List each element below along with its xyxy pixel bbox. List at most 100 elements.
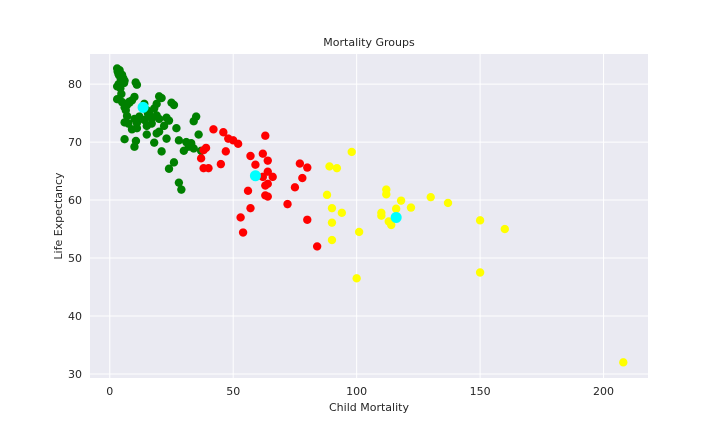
- plot-area: [90, 54, 648, 378]
- data-point-group-2: [219, 128, 228, 137]
- data-point-group-1: [177, 185, 186, 194]
- data-point-group-1: [125, 97, 134, 106]
- data-point-group-2: [209, 125, 218, 134]
- data-point-group-2: [246, 203, 255, 213]
- data-point-group-1: [189, 117, 198, 126]
- data-point-group-1: [142, 130, 151, 139]
- data-point-group-3: [377, 208, 386, 218]
- data-point-group-3: [382, 190, 391, 199]
- data-point-group-3: [619, 358, 628, 367]
- data-point-group-1: [164, 164, 174, 173]
- data-point-group-3: [327, 218, 337, 227]
- data-point-group-2: [221, 147, 230, 156]
- data-point-group-1: [172, 123, 181, 133]
- data-point-group-2: [263, 192, 272, 201]
- data-point-group-2: [236, 213, 245, 222]
- data-point-group-1: [169, 100, 179, 110]
- data-point-group-1: [154, 127, 164, 136]
- data-point-group-2: [263, 179, 272, 189]
- data-point-group-2: [283, 199, 292, 209]
- data-point-group-2: [233, 139, 243, 149]
- data-point-group-3: [387, 220, 396, 230]
- data-point-group-2: [298, 173, 307, 183]
- data-point-group-1: [174, 136, 184, 145]
- data-point-group-3: [325, 162, 334, 171]
- data-point-group-1: [152, 99, 161, 109]
- data-point-group-3: [391, 204, 401, 213]
- y-tick-label: 70: [68, 136, 82, 149]
- data-point-group-1: [157, 93, 166, 103]
- data-point-group-2: [303, 215, 312, 224]
- data-point-group-3: [352, 274, 361, 283]
- data-point-group-1: [149, 138, 159, 147]
- x-tick-label: 50: [226, 385, 240, 398]
- centroid-point: [137, 101, 149, 113]
- y-tick-labels: 30 40 50 60 70 80: [68, 78, 82, 381]
- data-point-group-3: [396, 196, 406, 205]
- x-tick-label: 200: [593, 385, 614, 398]
- data-point-group-3: [322, 190, 332, 200]
- data-point-group-1: [159, 121, 169, 131]
- data-point-group-1: [174, 178, 184, 187]
- data-point-group-3: [327, 235, 337, 245]
- x-tick-label: 150: [470, 385, 491, 398]
- data-point-group-3: [406, 203, 416, 212]
- data-points: [112, 64, 628, 367]
- data-point-group-2: [238, 228, 248, 237]
- grid-lines: [90, 54, 648, 378]
- data-point-group-1: [131, 78, 140, 87]
- data-point-group-3: [426, 192, 435, 202]
- data-point-group-1: [120, 135, 129, 144]
- data-point-group-3: [443, 198, 453, 208]
- y-tick-label: 40: [68, 310, 82, 323]
- data-point-group-2: [261, 131, 270, 140]
- data-point-group-2: [246, 151, 255, 161]
- chart-title: Mortality Groups: [323, 36, 415, 49]
- data-point-group-2: [216, 159, 226, 169]
- data-point-group-1: [169, 158, 179, 167]
- data-point-group-3: [475, 216, 485, 225]
- data-point-group-2: [295, 159, 305, 168]
- y-tick-label: 30: [68, 368, 82, 381]
- data-point-group-2: [243, 186, 253, 195]
- data-point-group-1: [130, 142, 139, 151]
- data-point-group-1: [157, 147, 166, 156]
- centroid-points: [137, 101, 402, 223]
- centroid-point: [249, 170, 261, 182]
- y-tick-label: 60: [68, 194, 82, 207]
- data-point-group-1: [154, 114, 164, 124]
- data-point-group-2: [251, 160, 260, 169]
- data-point-group-2: [290, 183, 300, 192]
- data-point-group-2: [312, 242, 322, 251]
- data-point-group-3: [347, 147, 356, 157]
- x-tick-label: 0: [106, 385, 113, 398]
- data-point-group-2: [268, 172, 277, 182]
- x-tick-label: 100: [346, 385, 367, 398]
- data-point-group-2: [204, 163, 213, 173]
- data-point-group-1: [162, 134, 171, 143]
- y-axis-label: Life Expectancy: [52, 172, 65, 260]
- data-point-group-1: [132, 123, 142, 133]
- data-point-group-2: [303, 163, 312, 172]
- data-point-group-2: [263, 167, 272, 176]
- data-point-group-2: [258, 149, 268, 158]
- data-point-group-3: [500, 224, 509, 234]
- centroid-point: [390, 211, 402, 223]
- data-point-group-1: [122, 111, 132, 121]
- x-tick-labels: 0 50 100 150 200: [106, 385, 614, 398]
- data-point-group-1: [189, 144, 198, 153]
- data-point-group-3: [327, 203, 337, 213]
- data-point-group-2: [196, 154, 206, 163]
- data-point-group-1: [194, 130, 203, 139]
- y-tick-label: 50: [68, 252, 82, 265]
- data-point-group-2: [263, 156, 272, 165]
- data-point-group-1: [140, 115, 149, 125]
- data-point-group-3: [337, 208, 347, 218]
- data-point-group-2: [199, 146, 208, 155]
- data-point-group-3: [332, 163, 342, 173]
- data-point-group-3: [475, 268, 485, 277]
- data-point-group-1: [164, 116, 174, 125]
- x-axis-label: Child Mortality: [329, 401, 409, 414]
- data-point-group-3: [354, 227, 364, 237]
